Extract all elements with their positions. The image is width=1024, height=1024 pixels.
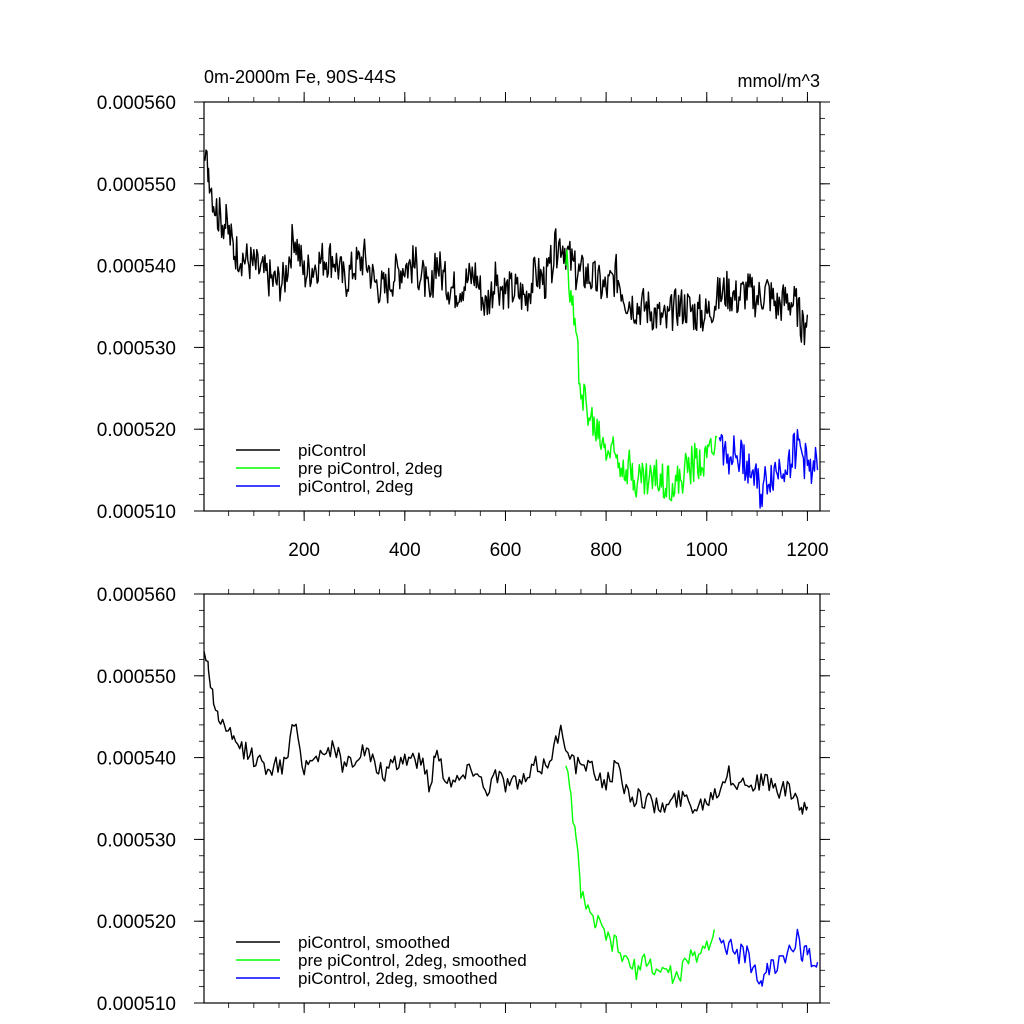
y-tick-label: 0.000540 xyxy=(97,749,176,770)
y-tick-label: 0.000550 xyxy=(97,667,176,688)
plot-frame xyxy=(203,593,821,1004)
legend-label: piControl, 2deg xyxy=(298,477,413,496)
top-panel: 0.000510 0.000520 0.000530 0.000540 0.000550… xyxy=(97,92,830,561)
legend-label: piControl xyxy=(298,441,366,460)
bottom-panel: 0.000510 0.000520 0.000530 0.000540 0.000550… xyxy=(97,584,830,1015)
y-tick-label: 0.000510 xyxy=(97,502,176,523)
y-tick-label: 0.000520 xyxy=(97,420,176,441)
x-tick-label: 1200 xyxy=(786,540,828,561)
x-tick-label: 200 xyxy=(288,540,320,561)
legend-label: piControl, smoothed xyxy=(298,933,450,952)
legend-label: piControl, 2deg, smoothed xyxy=(298,969,497,988)
series-line-3 xyxy=(718,429,819,509)
y-tick-label: 0.000560 xyxy=(97,585,176,606)
series-line-1 xyxy=(203,651,809,815)
x-tick-label: 800 xyxy=(590,540,622,561)
chart-title: 0m-2000m Fe, 90S-44S xyxy=(204,67,396,87)
legend-label: pre piControl, 2deg xyxy=(298,459,443,478)
legend-label: pre piControl, 2deg, smoothed xyxy=(298,951,527,970)
y-tick-label: 0.000530 xyxy=(97,830,176,851)
y-tick-label: 0.000520 xyxy=(97,912,176,933)
plot-frame xyxy=(203,101,821,512)
y-tick-label: 0.000530 xyxy=(97,338,176,359)
x-tick-label: 1000 xyxy=(686,540,728,561)
series-line-2 xyxy=(565,249,718,502)
x-tick-label: 600 xyxy=(490,540,522,561)
series-line-3 xyxy=(718,928,819,987)
y-tick-label: 0.000510 xyxy=(97,994,176,1015)
y-tick-label: 0.000540 xyxy=(97,257,176,278)
x-tick-label: 400 xyxy=(389,540,421,561)
y-tick-label: 0.000550 xyxy=(97,175,176,196)
y-tick-label: 0.000560 xyxy=(97,93,176,114)
units-label: mmol/m^3 xyxy=(738,71,820,91)
series-line-2 xyxy=(565,765,715,984)
series-line-1 xyxy=(203,149,809,346)
